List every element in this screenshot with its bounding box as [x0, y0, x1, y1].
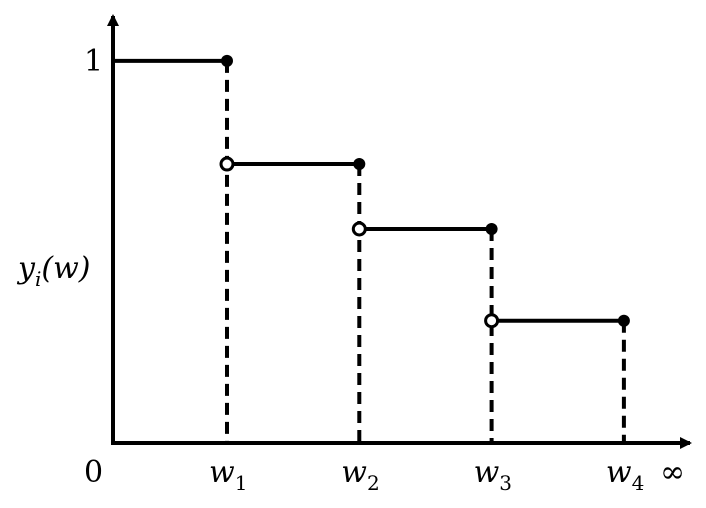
x-tick-base: w — [209, 455, 235, 490]
x-tick-sub: 3 — [499, 471, 512, 495]
x-tick-sub: 2 — [367, 471, 380, 495]
y-tick-label: 0 — [84, 455, 103, 490]
open-dot — [351, 221, 367, 237]
x-tick-label: w2 — [341, 455, 379, 495]
x-tick-label: w1 — [209, 455, 247, 495]
x-tick-base: w — [474, 455, 500, 490]
y-axis-label: yi(w) — [16, 251, 90, 291]
y-label-sub: i — [35, 267, 41, 291]
closed-dot — [485, 223, 498, 235]
x-tick-sub: 1 — [235, 471, 248, 495]
x-tick-sub: 4 — [632, 471, 645, 495]
open-dot — [219, 156, 235, 172]
open-dot — [484, 313, 500, 329]
closed-dot — [221, 54, 233, 67]
x-tick-label: w3 — [474, 455, 512, 495]
x-end-label: ∞ — [660, 455, 685, 490]
closed-dot — [617, 314, 630, 327]
x-tick-base: w — [341, 455, 367, 490]
y-label-rest: (w) — [41, 251, 90, 286]
x-tick-label: w4 — [606, 455, 644, 495]
closed-dot — [353, 158, 366, 171]
y-tick-label: 1 — [84, 44, 103, 79]
x-tick-base: w — [606, 455, 632, 490]
y-label-base: y — [16, 251, 36, 286]
